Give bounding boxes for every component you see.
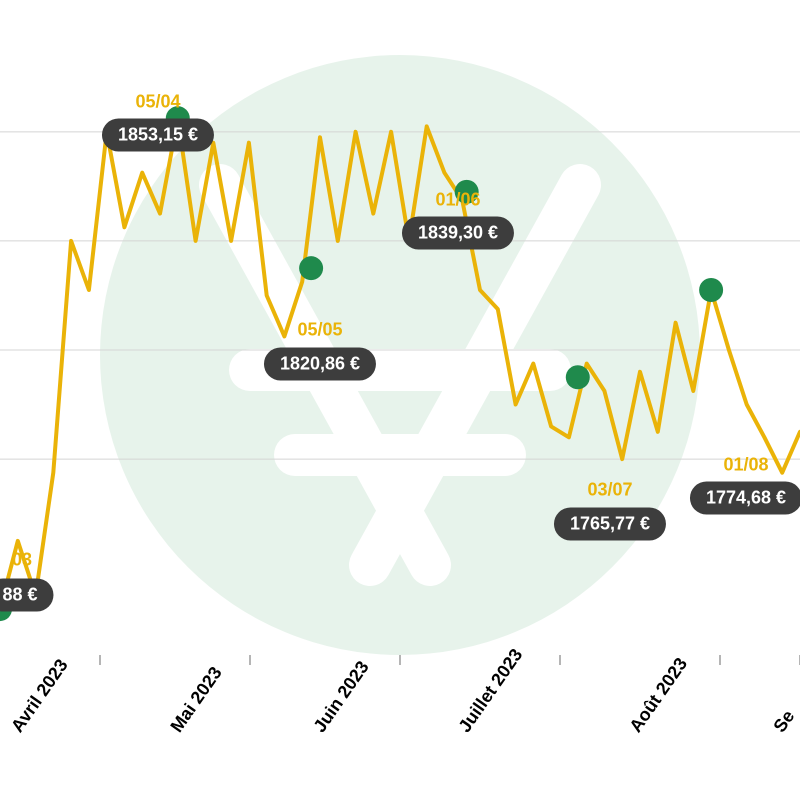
- marker-price-pill: 1774,68 €: [690, 482, 800, 515]
- marker-date: 05/05: [297, 320, 342, 341]
- marker-price-pill: 88 €: [0, 579, 54, 612]
- marker-price-pill: 1839,30 €: [402, 217, 514, 250]
- marker-date: 01/08: [723, 455, 768, 476]
- marker-date: 05/04: [135, 92, 180, 113]
- marker-date: 01/06: [435, 190, 480, 211]
- marker-date: 03: [12, 550, 32, 571]
- price-chart: Avril 2023Mai 2023Juin 2023Juillet 2023A…: [0, 0, 800, 800]
- marker-price-pill: 1765,77 €: [554, 508, 666, 541]
- marker-price-pill: 1820,86 €: [264, 348, 376, 381]
- marker-price-pill: 1853,15 €: [102, 119, 214, 152]
- marker-date: 03/07: [587, 480, 632, 501]
